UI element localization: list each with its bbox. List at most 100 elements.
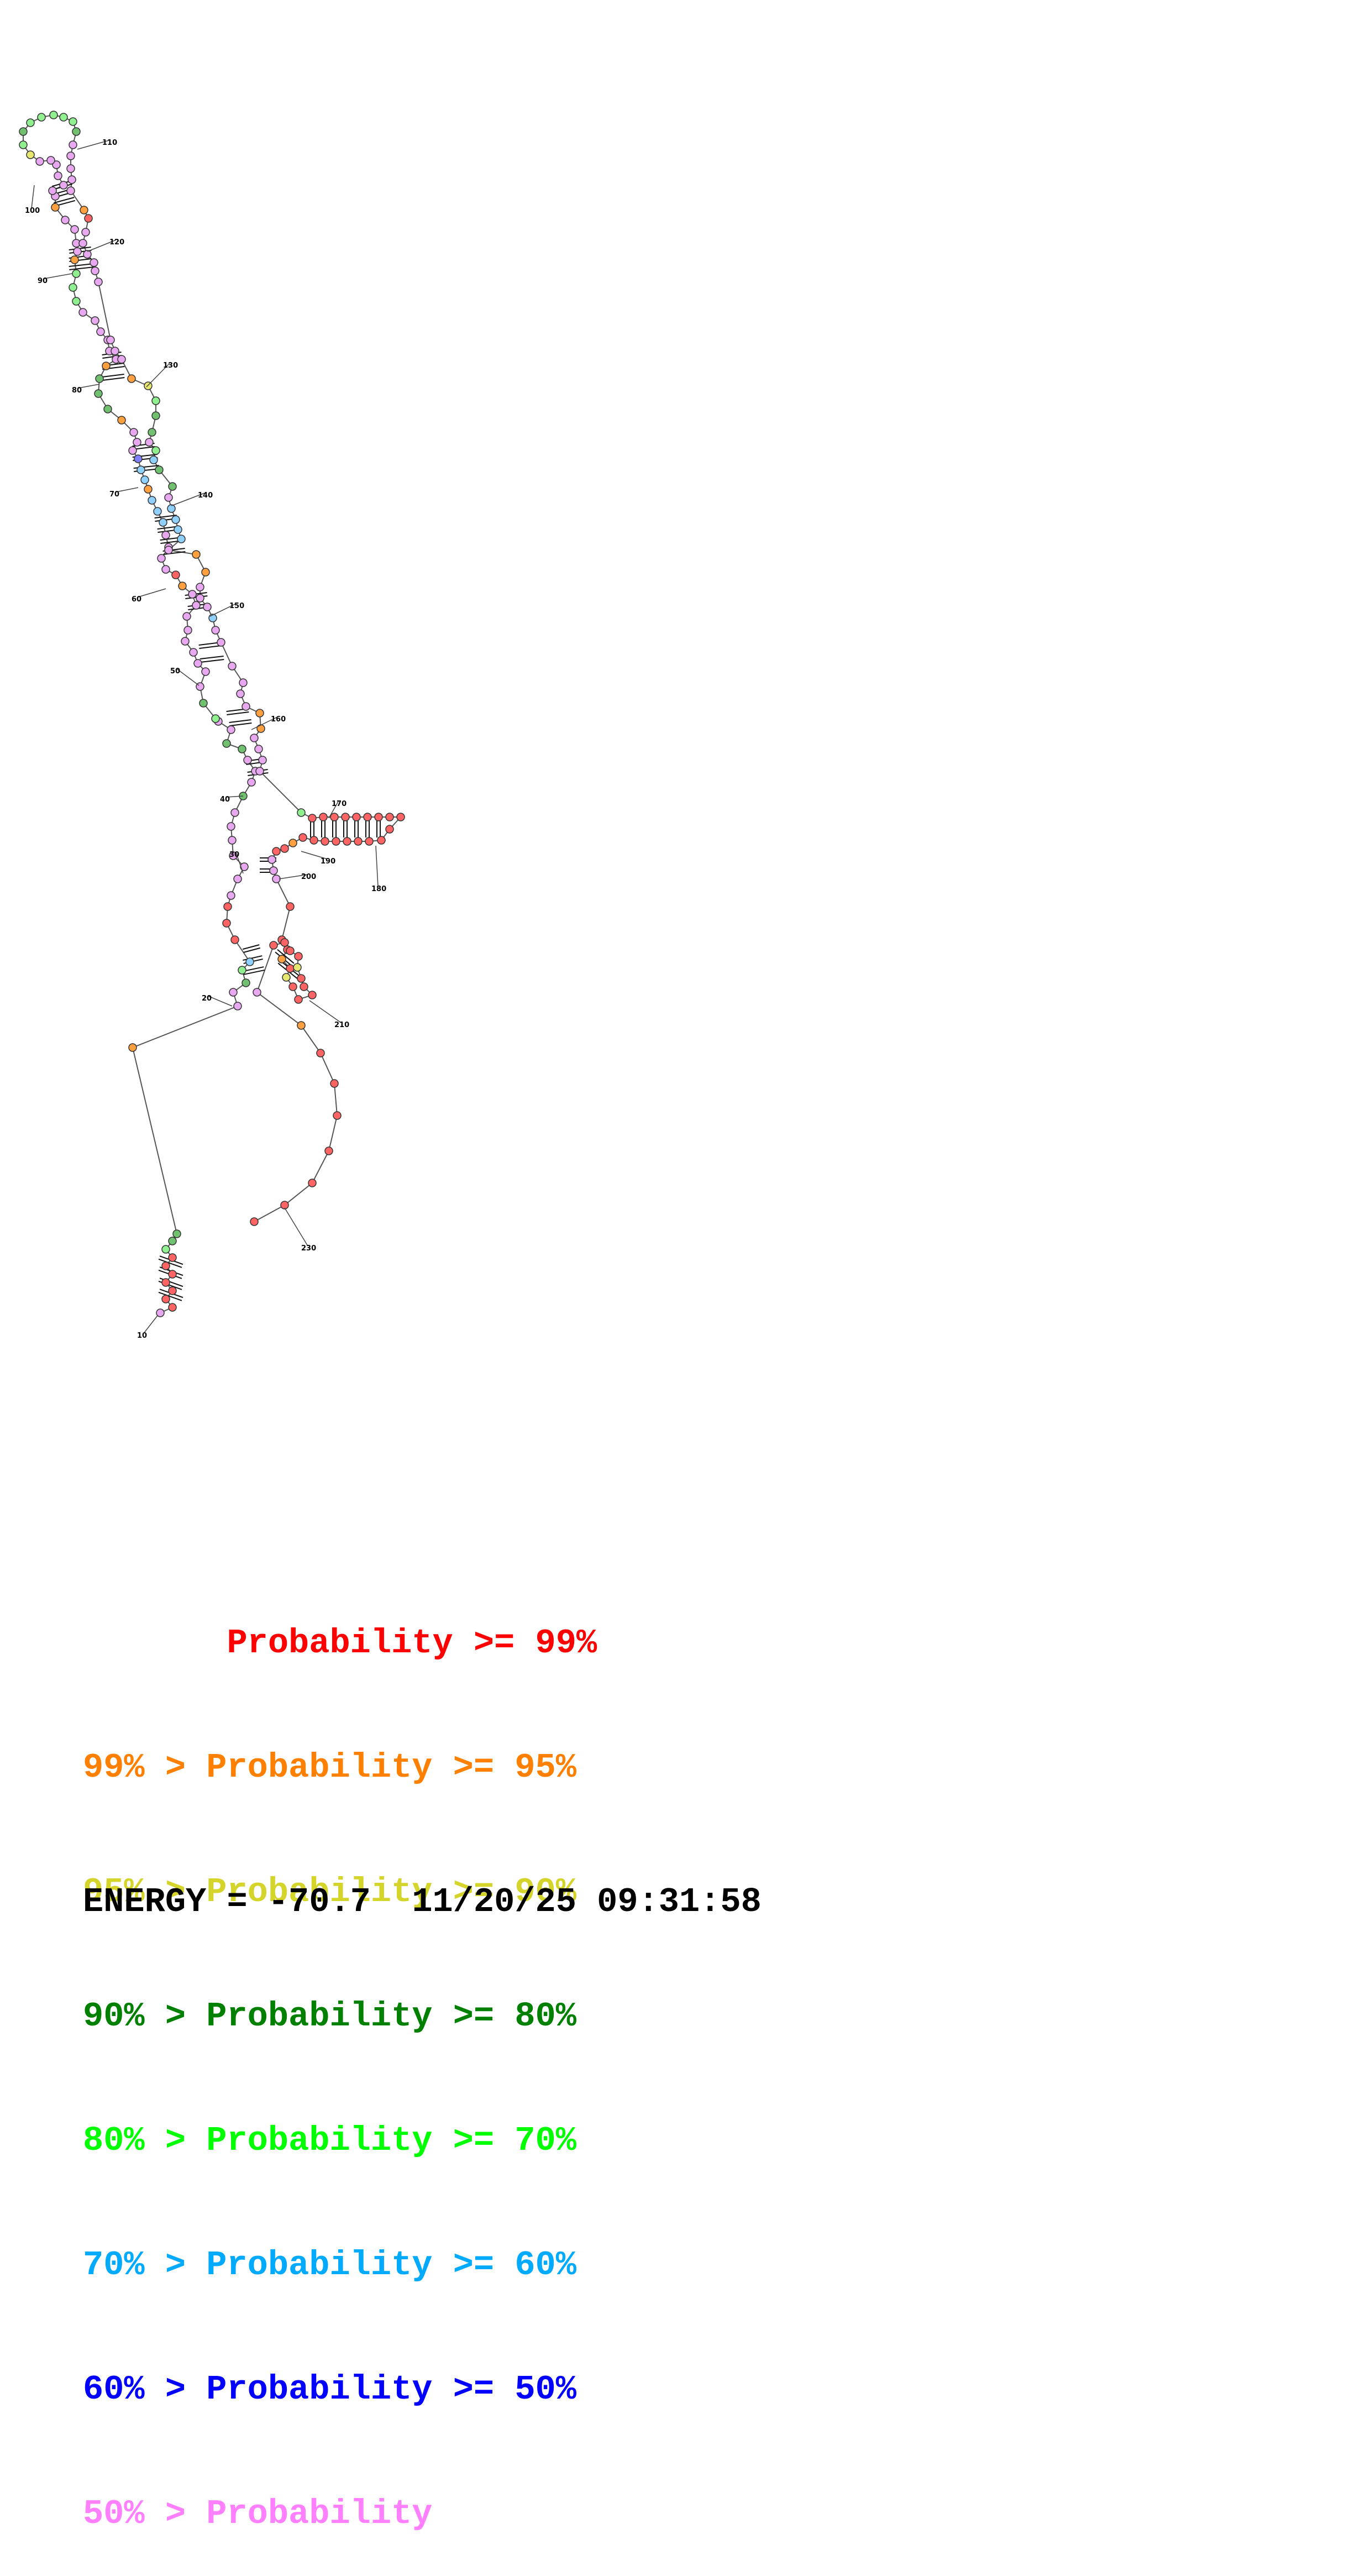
nucleotide [128,1043,137,1052]
nucleotide [164,493,173,502]
nucleotide [228,836,237,845]
base-pair-bond [229,719,251,724]
nucleotide [51,203,60,212]
label-leader [31,185,35,209]
label-leader [87,239,117,252]
nucleotide [46,156,55,165]
nucleotide [217,638,225,647]
nucleotide [255,767,264,776]
label-leader [116,487,139,493]
nucleotide [161,565,170,574]
nucleotide [164,546,173,554]
position-label: 90 [38,277,48,285]
nucleotide [192,550,201,559]
position-label: 10 [137,1332,147,1340]
nucleotides [19,111,405,1317]
nucleotide [72,127,81,136]
nucleotide [365,837,374,846]
nucleotide [377,836,386,845]
nucleotide [168,1286,177,1295]
position-label: 170 [332,800,347,808]
nucleotide [352,813,361,821]
label-leader [138,588,166,598]
nucleotide [84,214,93,223]
nucleotide [73,247,82,256]
nucleotide [250,734,259,742]
nucleotide [280,938,289,947]
nucleotide [272,847,281,856]
nucleotide [294,995,303,1004]
nucleotide [69,140,77,149]
nucleotide [48,186,57,195]
nucleotide [250,1217,259,1226]
nucleotide [54,171,62,180]
nucleotide [343,837,351,846]
nucleotide [156,1308,165,1317]
nucleotide [117,355,126,364]
nucleotide [144,485,153,494]
base-pair-bond [229,722,252,726]
position-label: 120 [109,238,124,247]
nucleotide [111,347,119,355]
nucleotide [19,140,28,149]
label-leader [143,1315,158,1334]
nucleotide [129,428,138,437]
base-pair-bond [102,374,124,378]
nucleotide [196,583,204,591]
base-pair-bond [200,658,224,663]
nucleotide [106,336,115,344]
nucleotide [255,709,264,718]
nucleotide [181,637,190,646]
position-label: 200 [301,873,316,881]
nucleotide [161,531,170,540]
nucleotide [168,482,177,491]
nucleotide [78,308,87,317]
nucleotide [229,988,238,997]
nucleotide [238,966,246,975]
base-pair-bond [200,656,224,660]
nucleotide [26,118,35,127]
nucleotide [26,150,35,159]
legend-row: Probability >= 99% [83,1624,597,1663]
position-label: 210 [334,1021,349,1029]
nucleotide [277,955,286,964]
position-label: 190 [321,857,335,866]
nucleotide [256,724,265,733]
base-pair-bond [158,1291,182,1301]
nucleotide [66,151,75,160]
nucleotide [233,875,242,883]
nucleotide [280,1201,289,1210]
nucleotide [171,570,180,579]
nucleotide [90,258,98,267]
nucleotide [233,1002,242,1010]
nucleotide [293,963,302,972]
nucleotide [151,446,160,455]
label-leader [251,716,278,730]
nucleotide [222,739,231,748]
label-leader [301,851,328,860]
nucleotide [161,1245,170,1254]
base-pair-bond [158,1258,182,1268]
position-label: 150 [229,602,244,610]
nucleotide [297,808,306,817]
nucleotide [242,702,250,711]
nucleotide [280,844,289,853]
nucleotide [137,465,145,474]
timestamp: 11/20/25 09:31:58 [412,1882,762,1921]
legend-row: 80% > Probability >= 70% [83,2121,576,2160]
label-leader [208,996,233,1007]
nucleotide [72,269,81,278]
nucleotide [103,405,112,413]
nucleotide [188,590,197,599]
nucleotide [168,1237,177,1245]
nucleotide [238,745,246,753]
label-leader [284,1207,308,1247]
nucleotide [297,1021,306,1030]
legend-row: 90% > Probability >= 80% [83,1997,576,2036]
nucleotide [178,582,187,590]
nucleotide [35,157,44,166]
nucleotide [245,957,254,966]
nucleotide [354,837,363,846]
nucleotide [223,902,232,911]
nucleotide [149,455,158,464]
